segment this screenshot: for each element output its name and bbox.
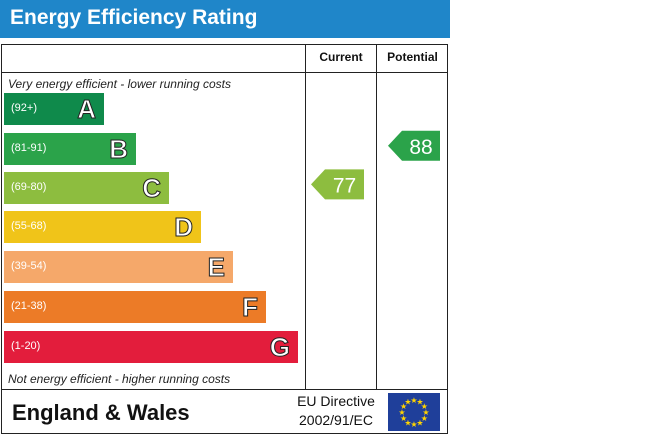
flag-star-icon: ★ (421, 402, 428, 411)
title-bar: Energy Efficiency Rating (0, 0, 450, 38)
flag-star-icon: ★ (416, 398, 423, 407)
chart-title: Energy Efficiency Rating (10, 6, 258, 29)
current-column-header: Current (319, 50, 363, 64)
band-a: (92+) A (4, 93, 104, 125)
band-range-label: (92+) (11, 102, 37, 114)
bottom-note: Not energy efficient - higher running co… (8, 372, 231, 386)
band-g: (1-20) G (4, 331, 298, 363)
band-range-label: (21-38) (11, 300, 47, 312)
flag-star-icon: ★ (404, 418, 411, 427)
eu-flag-icon: ★ ★ ★ ★ ★ ★ ★ ★ ★ ★ ★ ★ (388, 393, 440, 431)
band-range-label: (55-68) (11, 220, 47, 232)
band-letter: B (109, 134, 129, 165)
flag-star-icon: ★ (416, 418, 423, 427)
band-range-label: (1-20) (11, 340, 41, 352)
band-range-label: (69-80) (11, 181, 47, 193)
header-divider (1, 72, 448, 73)
flag-star-icon: ★ (410, 420, 417, 429)
band-letter: F (242, 292, 259, 323)
band-b: (81-91) B (4, 133, 136, 165)
band-d: (55-68) D (4, 211, 201, 243)
band-e: (39-54) E (4, 251, 233, 283)
flag-star-icon: ★ (421, 414, 428, 423)
band-letter: D (174, 212, 194, 243)
region-label: England & Wales (12, 400, 190, 425)
flag-star-icon: ★ (404, 398, 411, 407)
rating-frame (1, 44, 448, 434)
top-note: Very energy efficient - lower running co… (8, 77, 231, 91)
band-letter: A (77, 94, 97, 125)
band-f: (21-38) F (4, 291, 266, 323)
band-c: (69-80) C (4, 172, 169, 204)
flag-star-icon: ★ (410, 396, 417, 405)
band-letter: E (207, 252, 225, 283)
directive-label: EU Directive 2002/91/EC (290, 392, 382, 430)
divider-potential (376, 44, 377, 390)
band-range-label: (81-91) (11, 142, 47, 154)
flag-star-icon: ★ (400, 402, 407, 411)
directive-line-1: EU Directive (297, 393, 375, 409)
flag-star-icon: ★ (398, 408, 405, 417)
band-letter: C (142, 173, 162, 204)
flag-star-icon: ★ (422, 408, 429, 417)
band-letter: G (269, 332, 290, 363)
band-range-label: (39-54) (11, 260, 47, 272)
potential-column-header: Potential (387, 50, 438, 64)
divider-current (305, 44, 306, 390)
directive-line-2: 2002/91/EC (299, 412, 373, 428)
flag-star-icon: ★ (400, 414, 407, 423)
footer-divider (1, 389, 448, 390)
